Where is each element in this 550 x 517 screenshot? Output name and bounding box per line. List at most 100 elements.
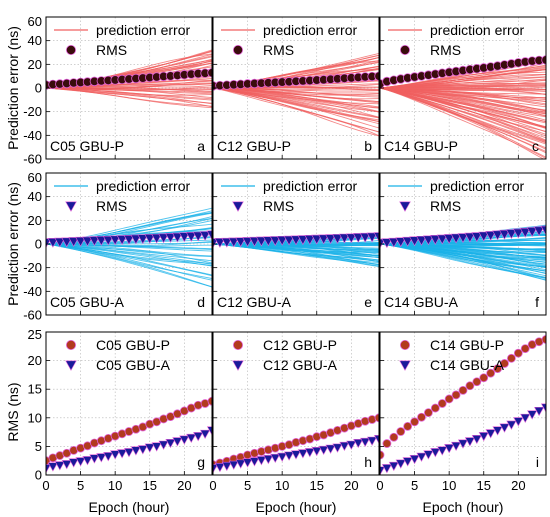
y-tick-label: 5 xyxy=(35,439,42,454)
data-point-c12-gbu-a xyxy=(249,457,260,467)
data-point-rms xyxy=(533,226,545,237)
data-point-c12-gbu-a xyxy=(214,463,226,473)
data-point-c14-gbu-p xyxy=(424,408,433,418)
data-point-rms xyxy=(422,235,434,246)
data-point-c14-gbu-a xyxy=(430,448,441,458)
data-point-rms xyxy=(269,236,281,247)
data-point-c05-gbu-a xyxy=(158,440,169,450)
y-tick-label: 20 xyxy=(28,213,42,228)
x-tick-label: 20 xyxy=(344,478,358,493)
data-point-rms xyxy=(262,236,274,247)
data-point-rms xyxy=(221,237,233,248)
legend-swatch-marker xyxy=(399,360,411,371)
data-point-rms xyxy=(499,229,510,240)
data-point-rms xyxy=(249,236,260,247)
data-point-rms xyxy=(82,236,93,247)
data-point-c12-gbu-a xyxy=(311,446,322,457)
legend-swatch-marker xyxy=(399,339,410,350)
data-point-rms xyxy=(352,233,364,243)
plot-content xyxy=(213,52,379,137)
data-point-c12-gbu-a xyxy=(283,451,295,461)
data-point-rms xyxy=(130,234,142,245)
panel-g: 0 5 10 15 20 0 5 10 15 20 25 C05 GBU-P C05 GBU-A g xyxy=(28,327,213,493)
data-point-c14-gbu-p xyxy=(389,432,399,442)
data-point-c14-gbu-p xyxy=(417,412,426,422)
x-tick-label: 10 xyxy=(442,478,456,493)
data-point-c14-gbu-p xyxy=(382,439,392,448)
panel-letter-label: e xyxy=(364,294,372,310)
data-point-c14-gbu-p xyxy=(500,359,509,368)
data-point-rms xyxy=(345,233,357,244)
data-point-rms xyxy=(109,235,121,246)
plot-content xyxy=(380,55,546,159)
data-point-c12-gbu-a xyxy=(332,443,343,453)
legend-swatch-marker xyxy=(232,45,243,56)
data-point-c12-gbu-a xyxy=(263,455,274,465)
data-point-rms xyxy=(137,234,149,245)
prediction-error-line xyxy=(46,243,212,265)
legend-label: prediction error xyxy=(96,22,190,38)
axes-frame xyxy=(45,331,213,476)
panel-b: prediction error RMS C12 GBU-P b xyxy=(212,16,380,160)
data-point-c12-gbu-a xyxy=(242,458,253,468)
data-point-c14-gbu-p xyxy=(520,344,530,353)
legend-label: C14 GBU-P xyxy=(430,337,504,353)
data-point-rms xyxy=(540,225,546,236)
panel-d: -60 -40 -20 0 20 40 60 prediction error RMS C05 G… xyxy=(23,170,213,323)
plot-content xyxy=(46,396,212,474)
data-point-rms xyxy=(512,228,524,239)
data-point-c12-gbu-a xyxy=(235,459,246,469)
x-tick-label: 15 xyxy=(143,478,157,493)
prediction-error-line xyxy=(380,73,546,89)
data-point-rms xyxy=(526,227,538,238)
data-point-c14-gbu-a xyxy=(437,446,448,456)
data-point-rms xyxy=(255,236,267,247)
data-point-rms xyxy=(165,233,176,243)
data-point-rms xyxy=(61,237,73,248)
plot-content xyxy=(380,224,546,281)
panel-letter-label: i xyxy=(536,454,539,470)
y-axis-label-row-1: Prediction error (ns) xyxy=(5,26,21,150)
legend-swatch-marker xyxy=(399,201,411,212)
legend-swatch-marker xyxy=(66,339,77,350)
data-point-rms xyxy=(46,238,52,249)
data-point-c12-gbu-a xyxy=(366,436,378,446)
panel-letter-label: f xyxy=(535,294,539,310)
y-tick-label: 40 xyxy=(28,189,42,204)
data-point-rms xyxy=(332,234,343,244)
y-tick-label: 25 xyxy=(28,327,42,342)
data-point-rms xyxy=(519,227,531,238)
data-point-c05-gbu-a xyxy=(137,445,148,455)
data-point-rms xyxy=(366,232,378,243)
y-tick-label: 10 xyxy=(28,410,42,425)
panel-a: -60 -40 -20 0 20 40 60 prediction error RMS C05 G… xyxy=(23,14,213,167)
data-point-rms xyxy=(402,236,414,247)
data-point-c12-gbu-a xyxy=(256,456,267,466)
data-point-rms xyxy=(47,237,59,248)
plot-content xyxy=(213,413,379,474)
data-point-c14-gbu-p xyxy=(430,403,440,413)
data-point-c14-gbu-a xyxy=(444,444,455,454)
legend-label: C05 GBU-P xyxy=(96,337,170,353)
x-tick-label: 15 xyxy=(477,478,491,493)
data-point-c12-gbu-a xyxy=(277,452,288,462)
data-point-rms xyxy=(325,234,337,245)
data-point-rms xyxy=(54,237,66,248)
data-point-c12-gbu-a xyxy=(221,461,232,472)
legend-swatch-marker xyxy=(232,360,244,371)
data-point-c14-gbu-a xyxy=(409,455,420,465)
data-point-rms xyxy=(214,238,226,248)
panel-name-label: C12 GBU-P xyxy=(217,138,291,154)
y-axis-label-row-3: RMS (ns) xyxy=(5,382,21,441)
y-tick-label: 0 xyxy=(35,237,42,252)
data-point-rms xyxy=(409,236,421,247)
data-point-c12-gbu-p xyxy=(374,413,379,423)
data-point-c05-gbu-a xyxy=(103,452,114,462)
y-tick-label: 0 xyxy=(35,81,42,96)
data-point-c14-gbu-p xyxy=(486,368,496,378)
data-point-c05-gbu-a xyxy=(130,446,142,456)
panel-name-label: C14 GBU-A xyxy=(384,294,459,310)
data-point-c14-gbu-a xyxy=(485,429,496,439)
data-point-c14-gbu-a xyxy=(540,403,546,413)
